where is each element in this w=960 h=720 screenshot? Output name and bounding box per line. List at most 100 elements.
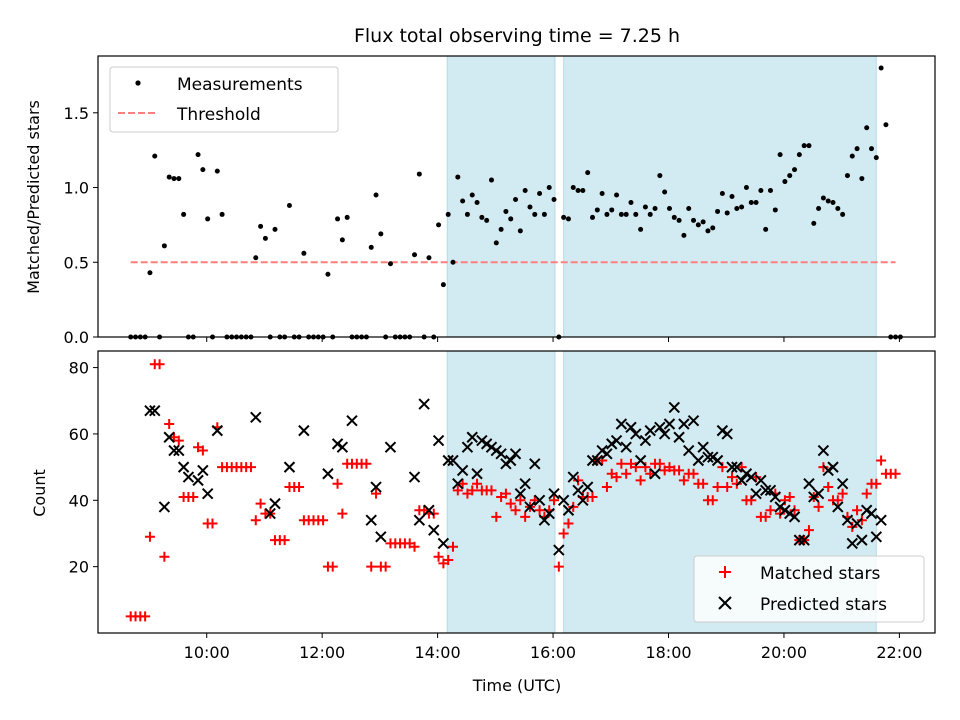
matched-star-point (645, 468, 656, 479)
measurement-point (666, 205, 672, 211)
measurement-point (503, 208, 509, 214)
matched-star-point (587, 491, 598, 502)
matched-star-point (467, 485, 478, 496)
matched-star-point (159, 551, 170, 562)
matched-star-point (852, 505, 863, 516)
ratio-plot: 0.0 0.5 1.0 1.5 (64, 55, 936, 347)
measurement-point (705, 228, 711, 234)
x-tick-label: 16:00 (530, 643, 576, 662)
measurement-point (585, 170, 591, 176)
predicted-star-point (620, 441, 632, 453)
legend-measurements-label: Measurements (177, 75, 303, 95)
matched-star-point (765, 505, 776, 516)
matched-star-point (505, 498, 516, 509)
predicted-star-point (822, 464, 834, 477)
measurement-point (325, 271, 331, 277)
measurement-point (590, 214, 596, 220)
matched-star-point (327, 561, 338, 572)
matched-star-point (173, 435, 184, 446)
predicted-star-point (846, 537, 858, 550)
matched-star-point (611, 472, 622, 483)
matched-star-point (717, 462, 728, 473)
bottom-y-axis-label: Count (30, 469, 49, 517)
measurement-point (551, 196, 557, 202)
legend-threshold-label: Threshold (176, 105, 261, 125)
matched-star-point (371, 488, 382, 499)
predicted-star-point (654, 421, 666, 434)
measurement-point (864, 125, 870, 131)
measurement-point (286, 202, 292, 208)
measurement-point (200, 167, 206, 173)
x-tick-label: 10:00 (184, 643, 230, 662)
legend-matched-marker (719, 566, 731, 578)
measurement-point (450, 259, 456, 265)
measurement-point (840, 211, 846, 217)
matched-star-point (558, 528, 569, 539)
measurement-point (152, 153, 158, 159)
predicted-star-point (423, 504, 435, 516)
matched-star-point (472, 478, 483, 489)
predicted-star-point (529, 458, 541, 470)
matched-star-point (534, 505, 545, 516)
measurement-point (787, 173, 793, 179)
measurement-point (835, 205, 841, 211)
legend-measurement-marker (135, 80, 141, 86)
predicted-star-point (707, 451, 719, 463)
measurement-point (883, 122, 889, 128)
measurement-point (426, 255, 432, 261)
measurement-point (739, 204, 745, 210)
measurement-point (272, 226, 278, 232)
predicted-star-point (384, 441, 397, 453)
matched-star-point (332, 478, 343, 489)
matched-star-point (789, 505, 800, 516)
measurement-point (301, 250, 307, 256)
measurement-point (715, 208, 721, 214)
measurement-point (618, 211, 624, 217)
predicted-star-point (711, 454, 724, 467)
measurement-point (753, 199, 759, 205)
matched-star-point (443, 555, 454, 566)
predicted-star-point (827, 461, 839, 473)
predicted-star-point (418, 398, 430, 410)
matched-star-point (813, 501, 824, 512)
measurement-point (869, 146, 875, 152)
measurement-point (214, 168, 220, 174)
measurement-point (729, 194, 735, 199)
measurement-point (253, 255, 259, 261)
matched-star-point (678, 475, 689, 486)
matched-star-point (621, 468, 632, 479)
matched-star-point (856, 515, 867, 526)
predicted-star-point (149, 405, 161, 417)
matched-star-point (207, 518, 218, 529)
y-tick-label: 40 (69, 491, 89, 510)
measurement-point (517, 228, 523, 234)
matched-star-point (832, 495, 843, 506)
predicted-star-point (726, 461, 738, 473)
predicted-star-point (375, 531, 387, 543)
measurement-point (734, 205, 740, 211)
measurement-point (647, 211, 653, 217)
predicted-star-point (769, 491, 782, 503)
measurement-point (176, 176, 182, 182)
predicted-star-point (663, 418, 676, 430)
predicted-star-point (505, 454, 517, 467)
y-tick-label: 0.0 (64, 328, 89, 347)
predicted-star-point (596, 444, 608, 457)
matched-star-point (553, 561, 564, 572)
measurement-point (527, 204, 533, 210)
predicted-star-point (740, 468, 753, 480)
top-y-axis-label: Matched/Predicted stars (24, 100, 43, 294)
predicted-star-point (803, 477, 815, 490)
matched-star-point (674, 465, 685, 476)
predicted-star-point (553, 544, 565, 556)
matched-star-point (698, 478, 709, 489)
predicted-star-point (456, 464, 469, 477)
matched-star-point (818, 462, 829, 473)
predicted-star-point (644, 424, 656, 437)
predicted-star-point (413, 514, 426, 526)
predicted-star-point (673, 431, 685, 443)
predicted-star-point (841, 514, 854, 526)
measurement-point (767, 188, 773, 194)
measurement-point (440, 282, 446, 288)
measurement-point (541, 211, 547, 217)
